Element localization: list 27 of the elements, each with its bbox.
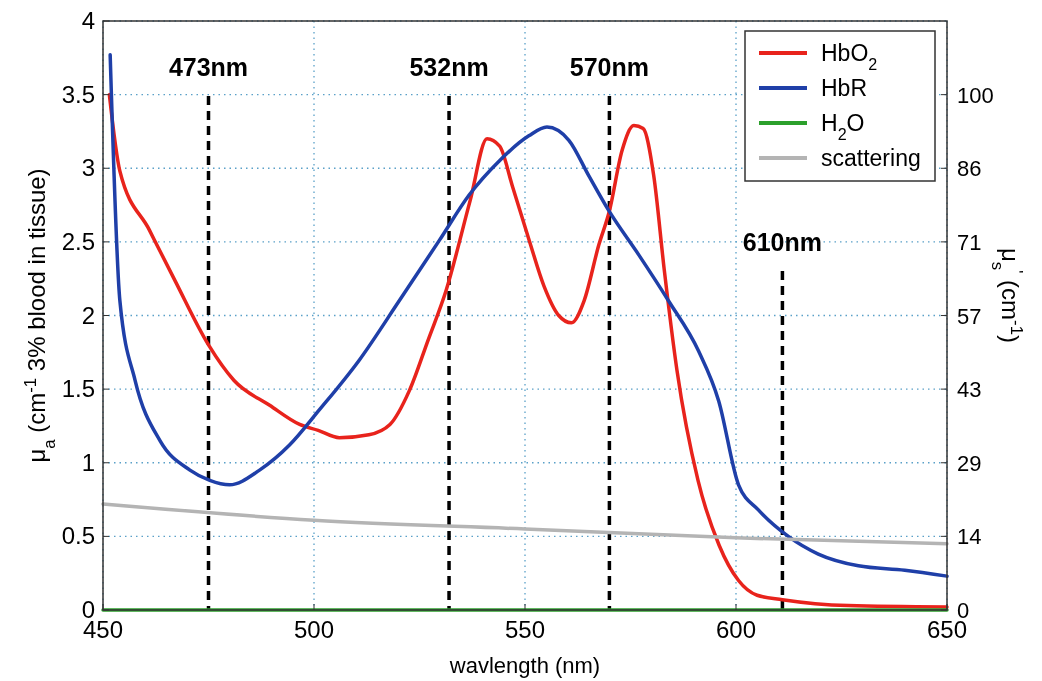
ref-line-label: 532nm bbox=[409, 53, 489, 81]
y2-tick-label: 86 bbox=[957, 156, 982, 182]
y2-tick-label: 100 bbox=[957, 82, 994, 108]
x-tick-label: 550 bbox=[504, 616, 546, 643]
y2-tick-label: 57 bbox=[957, 303, 982, 329]
ref-line-label: 570nm bbox=[569, 53, 650, 81]
y2-tick-label: 29 bbox=[957, 450, 982, 476]
legend-label: scattering bbox=[821, 145, 921, 171]
y-tick-label: 1 bbox=[81, 448, 95, 476]
legend-label: HbO$_{2}$ bbox=[821, 40, 878, 73]
y-tick-label: 3 bbox=[81, 154, 95, 182]
y-tick-label: 2 bbox=[81, 301, 95, 329]
y-tick-label: 3.5 bbox=[61, 80, 95, 108]
ref-line-label: 610nm bbox=[742, 228, 823, 256]
y-tick-label: 2.5 bbox=[61, 227, 95, 255]
legend-label: H$_{2}$O bbox=[821, 110, 865, 143]
y-tick-label: 4 bbox=[81, 7, 95, 34]
ref-line-label: 473nm bbox=[168, 53, 249, 81]
y2-tick-label: 71 bbox=[957, 229, 982, 255]
x-tick-label: 600 bbox=[715, 616, 757, 643]
y-tick-label: 1.5 bbox=[61, 375, 95, 403]
y-tick-label: 0.5 bbox=[61, 522, 95, 550]
y2-tick-label: 43 bbox=[957, 377, 982, 403]
x-axis-title: wavlength (nm) bbox=[448, 653, 601, 678]
y2-tick-label: 14 bbox=[957, 524, 982, 550]
x-tick-label: 500 bbox=[293, 616, 335, 643]
legend-label: HbR bbox=[821, 75, 868, 101]
